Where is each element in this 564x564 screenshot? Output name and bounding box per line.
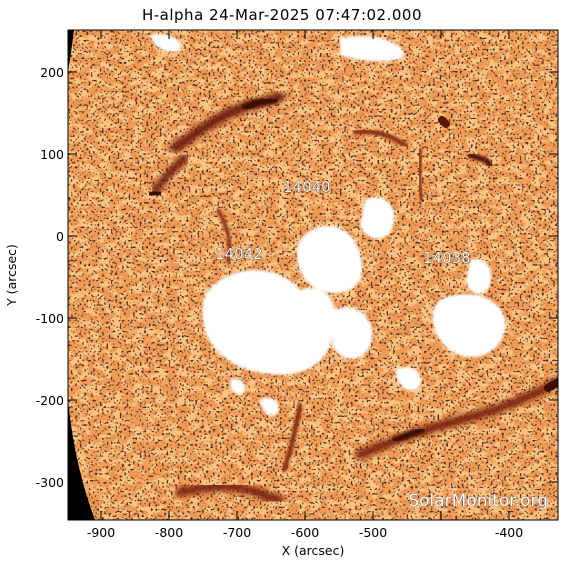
x-tick-label: -900 bbox=[87, 525, 115, 540]
y-tick-label: -300 bbox=[36, 475, 64, 490]
x-tick-label: -800 bbox=[155, 525, 183, 540]
y-tick-label: -200 bbox=[36, 393, 64, 408]
plot-frame bbox=[67, 29, 559, 521]
y-tick-label: 0 bbox=[56, 229, 64, 244]
filaments bbox=[146, 92, 558, 505]
x-tick-label: -400 bbox=[495, 525, 523, 540]
x-axis-title: X (arcsec) bbox=[282, 543, 345, 558]
active-region-label: 14042 bbox=[215, 245, 263, 263]
y-tick-label: -100 bbox=[36, 311, 64, 326]
y-axis-title: Y (arcsec) bbox=[4, 244, 19, 307]
plage-regions bbox=[150, 34, 506, 416]
x-tick-label: -500 bbox=[359, 525, 387, 540]
y-tick-label: 200 bbox=[40, 65, 64, 80]
off-limb-region bbox=[68, 400, 95, 520]
active-region-label: 14038 bbox=[423, 249, 471, 267]
x-ticks bbox=[100, 30, 510, 520]
x-tick-label: -700 bbox=[223, 525, 251, 540]
y-tick-label: 100 bbox=[40, 147, 64, 162]
solarmonitor-watermark: SolarMonitor.org bbox=[408, 491, 548, 511]
image-title: H-alpha 24-Mar-2025 07:47:02.000 bbox=[141, 6, 422, 24]
x-tick-label: -600 bbox=[291, 525, 319, 540]
solar-disk-image bbox=[68, 30, 558, 520]
active-region-label: 14040 bbox=[283, 178, 331, 196]
y-ticks bbox=[68, 71, 558, 483]
